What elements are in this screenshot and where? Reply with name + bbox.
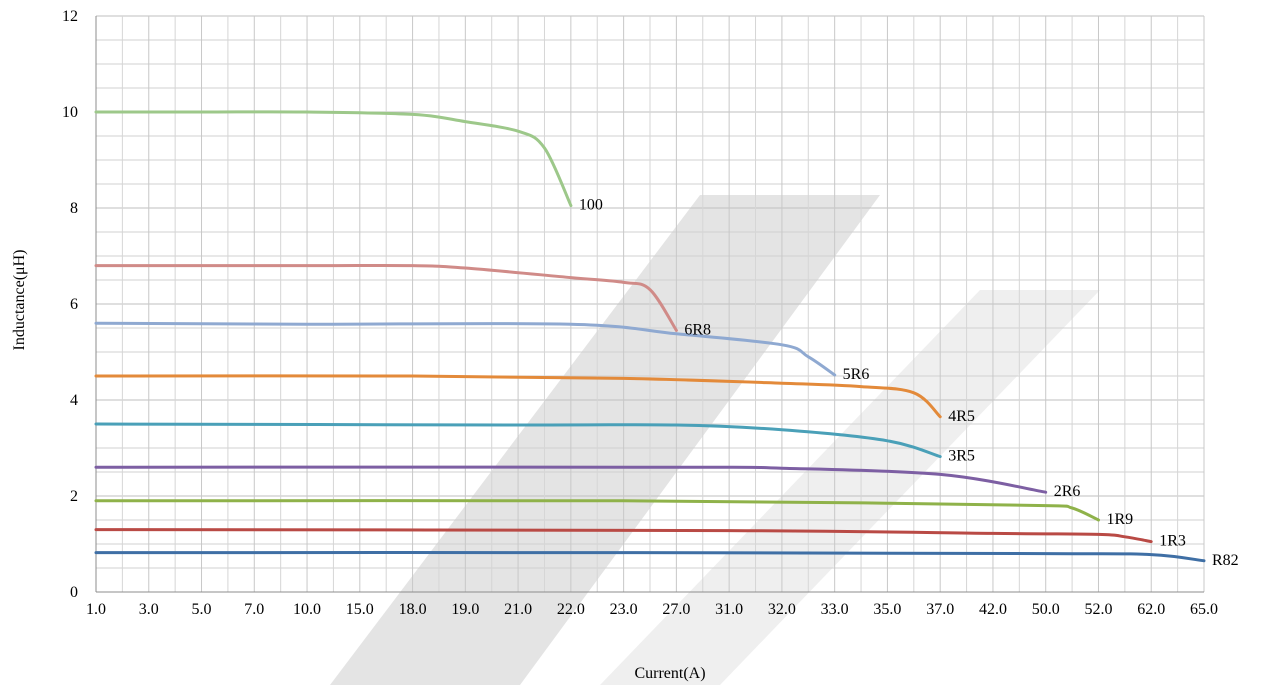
y-tick-label: 2 [70, 488, 78, 505]
x-tick-label: 1.0 [86, 601, 106, 618]
series-label-4r5: 4R5 [948, 408, 975, 425]
series-label-2r6: 2R6 [1054, 483, 1081, 500]
y-tick-label: 0 [70, 584, 78, 601]
series-line-4r5 [94, 374, 942, 419]
series-line-100 [94, 110, 573, 208]
x-tick-label: 37.0 [926, 601, 954, 618]
series-line-r82 [94, 551, 1206, 563]
series-line-2r6 [94, 465, 1048, 494]
x-tick-label: 31.0 [715, 601, 743, 618]
x-axis-ticks: 1.0 3.0 5.0 7.0 10.0 15.0 18.0 19.0 21.0 22.0 23.0… [86, 601, 1218, 618]
x-tick-label: 33.0 [821, 601, 849, 618]
x-tick-label: 27.0 [662, 601, 690, 618]
y-tick-label: 10 [62, 104, 78, 121]
watermark [330, 195, 1100, 685]
series-line-6r8 [94, 263, 678, 332]
x-tick-label: 22.0 [557, 601, 585, 618]
series-line-1r9 [94, 499, 1100, 522]
x-tick-label: 10.0 [293, 601, 321, 618]
y-axis-ticks: 0 2 4 6 8 10 12 [62, 8, 78, 601]
y-tick-label: 12 [62, 8, 78, 25]
x-tick-label: 32.0 [768, 601, 796, 618]
x-tick-label: 23.0 [610, 601, 638, 618]
series-line-1r3 [94, 528, 1153, 544]
x-tick-label: 7.0 [244, 601, 264, 618]
y-tick-label: 6 [70, 296, 78, 313]
x-tick-label: 5.0 [192, 601, 212, 618]
x-tick-label: 3.0 [139, 601, 159, 618]
x-tick-label: 52.0 [1084, 601, 1112, 618]
y-tick-label: 4 [70, 392, 78, 409]
x-tick-label: 15.0 [346, 601, 374, 618]
x-tick-label: 62.0 [1137, 601, 1165, 618]
x-tick-label: 42.0 [979, 601, 1007, 618]
series-label-1r9: 1R9 [1106, 511, 1133, 528]
series-label-3r5: 3R5 [948, 448, 975, 465]
x-tick-label: 65.0 [1190, 601, 1218, 618]
series-lines [94, 110, 1206, 563]
series-line-5r6 [94, 321, 837, 377]
series-line-3r5 [94, 422, 942, 459]
x-tick-label: 50.0 [1032, 601, 1060, 618]
series-label-100: 100 [579, 197, 603, 214]
y-axis-title: Inductance(μH) [11, 250, 28, 351]
x-tick-label: 35.0 [873, 601, 901, 618]
series-label-1r3: 1R3 [1159, 533, 1186, 550]
y-tick-label: 8 [70, 200, 78, 217]
x-tick-label: 18.0 [399, 601, 427, 618]
series-label-6r8: 6R8 [684, 321, 711, 338]
series-label-5r6: 5R6 [843, 366, 870, 383]
x-axis-title: Current(A) [634, 665, 705, 682]
series-labels: 100 6R8 5R6 4R5 3R5 2R6 1R9 1R3 R82 [579, 197, 1239, 569]
x-tick-label: 21.0 [504, 601, 532, 618]
series-label-r82: R82 [1212, 552, 1239, 569]
x-tick-label: 19.0 [451, 601, 479, 618]
